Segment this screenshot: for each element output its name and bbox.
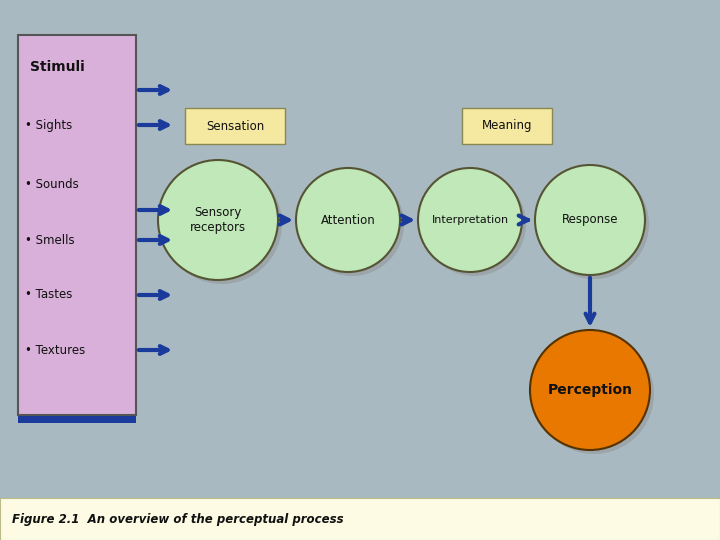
Ellipse shape bbox=[530, 330, 650, 450]
Text: • Sights: • Sights bbox=[25, 118, 72, 132]
Text: Stimuli: Stimuli bbox=[30, 60, 85, 74]
Ellipse shape bbox=[296, 168, 400, 272]
Ellipse shape bbox=[535, 165, 645, 275]
Text: Figure 2.1  An overview of the perceptual process: Figure 2.1 An overview of the perceptual… bbox=[12, 512, 343, 525]
Text: • Textures: • Textures bbox=[25, 343, 85, 356]
Text: Interpretation: Interpretation bbox=[431, 215, 508, 225]
Text: Sensory
receptors: Sensory receptors bbox=[190, 206, 246, 234]
Text: Attention: Attention bbox=[320, 213, 375, 226]
Ellipse shape bbox=[418, 168, 522, 272]
Text: Sensation: Sensation bbox=[206, 119, 264, 132]
FancyBboxPatch shape bbox=[18, 35, 136, 415]
Text: Response: Response bbox=[562, 213, 618, 226]
Text: • Smells: • Smells bbox=[25, 233, 75, 246]
Ellipse shape bbox=[158, 160, 278, 280]
Text: Perception: Perception bbox=[547, 383, 632, 397]
Ellipse shape bbox=[534, 334, 654, 454]
Ellipse shape bbox=[422, 172, 526, 276]
FancyBboxPatch shape bbox=[462, 108, 552, 144]
Ellipse shape bbox=[162, 164, 282, 284]
Ellipse shape bbox=[300, 172, 404, 276]
Text: • Tastes: • Tastes bbox=[25, 288, 73, 301]
Ellipse shape bbox=[539, 169, 649, 279]
Text: Meaning: Meaning bbox=[482, 119, 532, 132]
FancyBboxPatch shape bbox=[185, 108, 285, 144]
FancyBboxPatch shape bbox=[18, 415, 136, 423]
FancyBboxPatch shape bbox=[0, 498, 720, 540]
Text: • Sounds: • Sounds bbox=[25, 179, 78, 192]
